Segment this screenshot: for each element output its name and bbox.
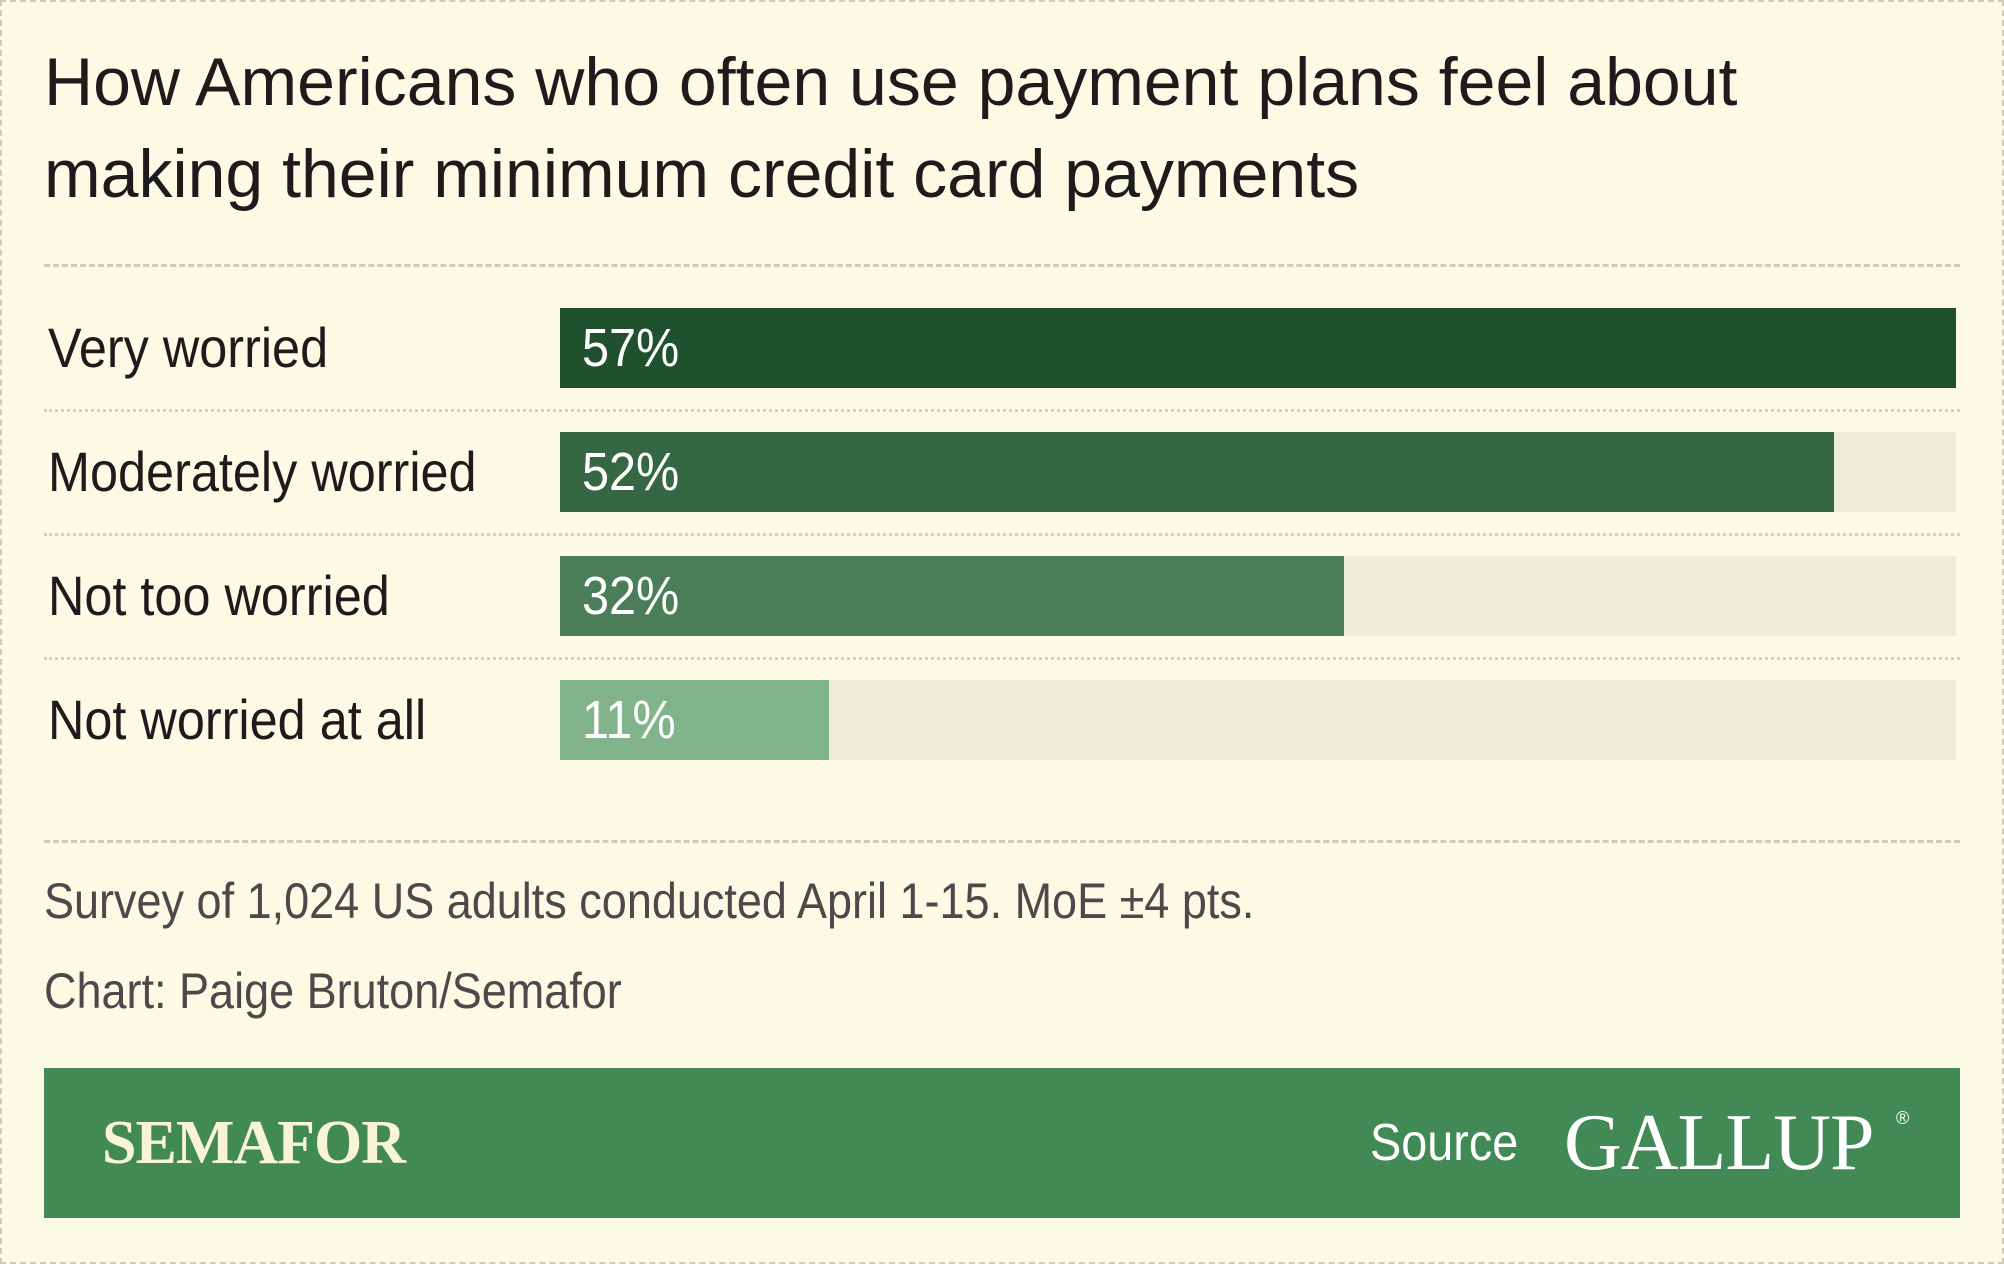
registered-mark-icon: ® <box>1896 1108 1910 1128</box>
row-separator <box>44 657 1960 660</box>
gallup-logo: GALLUP <box>1564 1099 1875 1187</box>
divider-bottom <box>44 840 1960 843</box>
bar <box>560 432 1834 512</box>
bar <box>560 556 1344 636</box>
chart-credit: Chart: Paige Bruton/Semafor <box>44 963 622 1019</box>
chart-title: How Americans who often use payment plan… <box>44 44 1738 212</box>
bar-track: 11% <box>560 680 1956 760</box>
bar-value-label: 11% <box>582 690 676 750</box>
survey-note: Survey of 1,024 US adults conducted Apri… <box>44 873 1255 929</box>
category-label: Not worried at all <box>48 688 427 751</box>
row-separator <box>44 409 1960 412</box>
divider-top <box>44 264 1960 267</box>
footer-bar: SEMAFOR Source GALLUP ® <box>44 1068 1960 1218</box>
bar-value-label: 57% <box>582 318 680 378</box>
bar-track: 52% <box>560 432 1956 512</box>
row-separator <box>44 533 1960 536</box>
semafor-logo: SEMAFOR <box>102 1109 406 1177</box>
bar-value-label: 52% <box>582 442 680 502</box>
category-label: Very worried <box>48 316 329 379</box>
source-label: Source <box>1370 1114 1519 1172</box>
bar-track: 32% <box>560 556 1956 636</box>
category-label: Not too worried <box>48 564 390 627</box>
bar-value-label: 32% <box>582 566 680 626</box>
bar <box>560 680 829 760</box>
bar <box>560 308 1956 388</box>
bar-track: 57% <box>560 308 1956 388</box>
category-label: Moderately worried <box>48 440 477 503</box>
